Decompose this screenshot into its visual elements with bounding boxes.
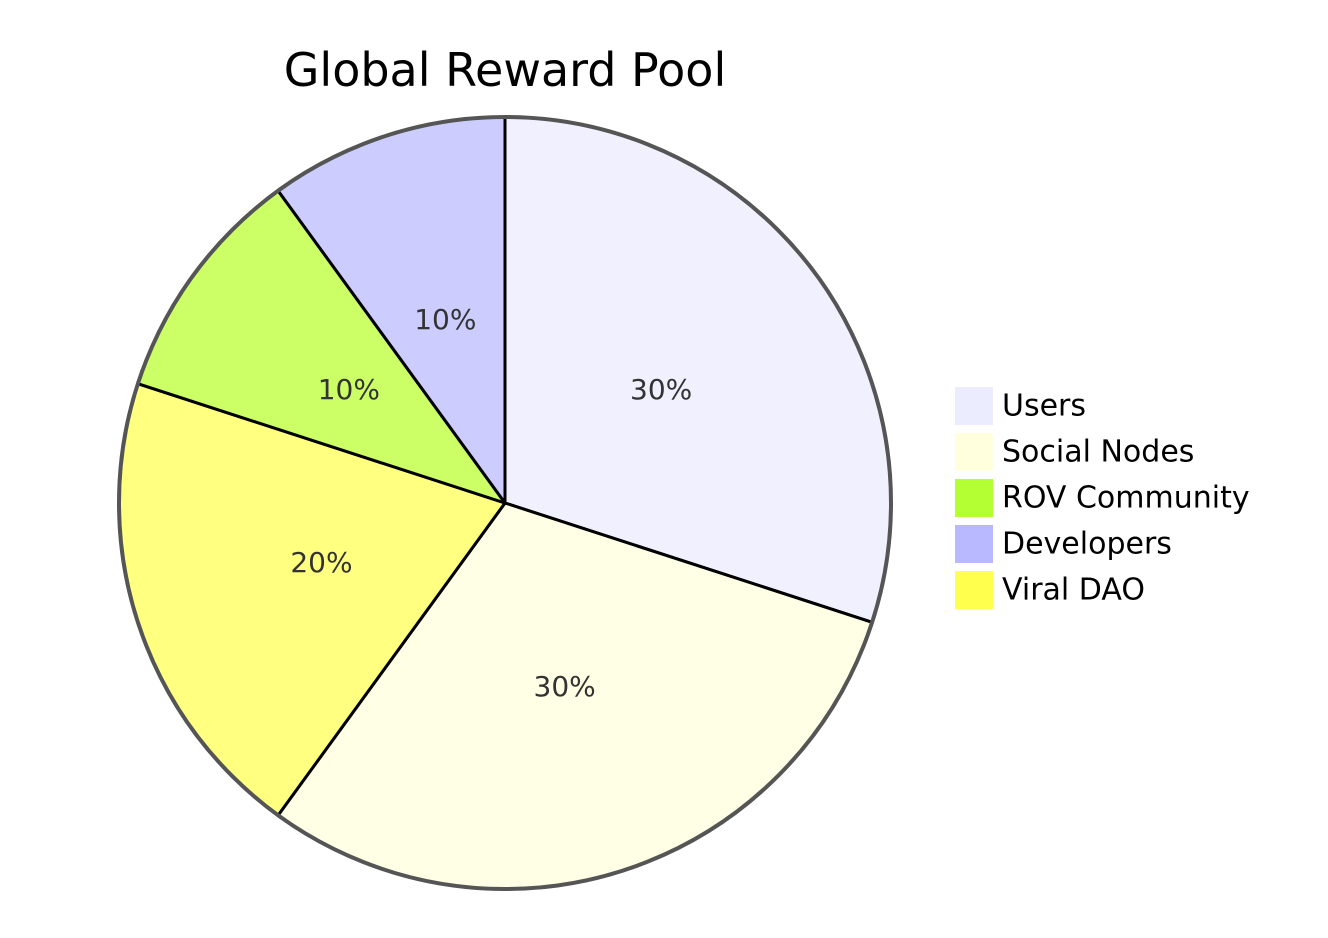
- legend-label-viral-dao: Viral DAO: [1002, 573, 1145, 608]
- legend-swatch-rov-community: [955, 479, 993, 517]
- legend-label-rov-community: ROV Community: [1002, 481, 1250, 516]
- pie-slices: [117, 115, 893, 891]
- legend-swatch-viral-dao: [955, 571, 993, 609]
- slice-label-developers: 10%: [414, 303, 476, 336]
- slice-label-viral-dao: 20%: [290, 546, 352, 579]
- legend-swatch-developers: [955, 525, 993, 563]
- pie-outline: [117, 115, 893, 891]
- legend-label-social-nodes: Social Nodes: [1002, 435, 1194, 470]
- legend-swatch-social-nodes: [955, 433, 993, 471]
- legend-label-developers: Developers: [1002, 527, 1172, 562]
- slice-label-rov-community: 10%: [318, 373, 380, 406]
- chart-title: Global Reward Pool: [284, 43, 726, 97]
- slice-label-users: 30%: [630, 373, 692, 406]
- legend-swatch-users: [955, 387, 993, 425]
- slice-labels: 30% 30% 20% 10% 10%: [290, 303, 692, 703]
- legend: Users Social Nodes ROV Community Developers…: [955, 387, 1250, 609]
- legend-label-users: Users: [1002, 389, 1086, 424]
- slice-label-social-nodes: 30%: [534, 670, 596, 703]
